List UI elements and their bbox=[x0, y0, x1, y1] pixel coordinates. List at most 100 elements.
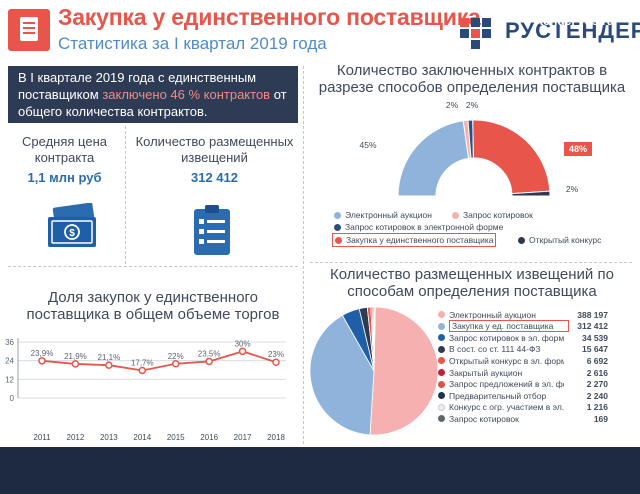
legend-value: 1 216 bbox=[586, 402, 608, 413]
slice-label: 2% bbox=[446, 100, 459, 110]
contracts-donut-chart: 45% 2% 2% 48% 2% bbox=[359, 100, 592, 197]
data-point bbox=[138, 366, 147, 375]
legend-item: Закрытый аукцион 2 616 bbox=[438, 367, 608, 378]
legend-label: Конкурс с огр. участием в эл. форме bbox=[449, 402, 564, 413]
legend-swatch bbox=[438, 403, 445, 411]
legend-swatch bbox=[334, 223, 341, 231]
callout-highlight: заключено 46 % контрактов bbox=[102, 87, 271, 102]
legend-swatch bbox=[452, 211, 459, 219]
slice-label: 2% bbox=[566, 184, 579, 194]
y-tick-label: 12 bbox=[5, 375, 14, 384]
pie-slice bbox=[373, 306, 376, 372]
legend-item-highlighted: Закупка у ед. поставщика 312 412 bbox=[438, 320, 608, 333]
legend-label: Электронный аукцион bbox=[449, 309, 536, 320]
x-tick-label: 2018 bbox=[267, 433, 285, 442]
legend-label: Запрос котировок в электронной форме bbox=[345, 222, 504, 232]
legend-item: Конкурс с огр. участием в эл. форме 1 216 bbox=[438, 402, 608, 413]
callout-text-2: от общего количества контрактов. bbox=[18, 87, 287, 119]
contracts-chart-title: Количество заключенных контрактов в разр… bbox=[318, 62, 626, 96]
notices-chart-title: Количество размещенных извещений по спос… bbox=[330, 266, 614, 300]
document-icon bbox=[8, 9, 50, 51]
data-label: 21,1% bbox=[98, 353, 121, 362]
legend-label: Электронный аукцион bbox=[345, 210, 432, 220]
legend-value: 34 539 bbox=[582, 332, 608, 343]
slice-label: 45% bbox=[359, 140, 376, 150]
legend-value: 15 647 bbox=[582, 344, 608, 355]
legend-label: Закрытый аукцион bbox=[449, 367, 523, 378]
slice-label: 48% bbox=[569, 144, 587, 154]
legend-item: Электронный аукцион bbox=[334, 210, 432, 220]
avg-price-label: Средняя цена контракта bbox=[22, 134, 107, 165]
legend-swatch bbox=[438, 415, 445, 423]
share-chart-title: Доля закупок у единственного поставщика … bbox=[26, 289, 280, 323]
data-label: 17,7% bbox=[131, 358, 154, 367]
x-tick-label: 2013 bbox=[100, 433, 118, 442]
legend-swatch bbox=[438, 392, 445, 400]
data-label: 23,9% bbox=[31, 349, 54, 358]
data-label: 23% bbox=[268, 350, 284, 359]
legend-swatch bbox=[438, 345, 445, 353]
summary-callout: В I квартале 2019 года с единственным по… bbox=[8, 66, 298, 123]
legend-value: 312 412 bbox=[577, 321, 608, 332]
x-tick-label: 2015 bbox=[167, 433, 185, 442]
page-title: Закупка у единственного поставщика bbox=[58, 4, 481, 30]
brand-logo-icon bbox=[460, 18, 491, 49]
legend-label: Закупка у единственного поставщика bbox=[346, 235, 494, 245]
avg-price-value: 1,1 млн руб bbox=[27, 170, 102, 185]
data-label: 22% bbox=[168, 352, 184, 361]
legend-item: Запрос котировок bbox=[452, 210, 533, 220]
data-point bbox=[205, 357, 213, 366]
legend-label: Открытый конкурс bbox=[529, 235, 602, 245]
pie-slice bbox=[310, 314, 375, 436]
legend-swatch bbox=[334, 211, 341, 219]
center-divider bbox=[303, 66, 304, 444]
legend-label: Закупка у ед. поставщика bbox=[449, 320, 569, 333]
data-label: 21,9% bbox=[64, 352, 87, 361]
legend-label: Запрос предложений в эл. форме bbox=[449, 379, 564, 390]
legend-item-highlighted: Закупка у единственного поставщика bbox=[332, 233, 497, 247]
series-line bbox=[41, 350, 277, 372]
legend-label: Предварительный отбор bbox=[449, 390, 547, 401]
x-tick-label: 2014 bbox=[133, 433, 151, 442]
legend-value: 169 bbox=[593, 413, 608, 424]
legend-value: 388 197 bbox=[577, 309, 608, 320]
legend-swatch bbox=[438, 334, 445, 342]
callout-text-1: В I квартале 2019 года с единственным по… bbox=[18, 70, 257, 102]
legend-label: Открытый конкурс в эл. форме bbox=[449, 355, 564, 366]
pie-slice bbox=[369, 306, 438, 436]
legend-value: 6 692 bbox=[586, 355, 608, 366]
notices-pie-chart bbox=[310, 306, 438, 436]
page-subtitle: Статистика за I квартал 2019 года bbox=[58, 34, 327, 53]
y-tick-label: 24 bbox=[5, 357, 14, 366]
money-icon: $ bbox=[48, 203, 96, 247]
right-section-divider bbox=[310, 262, 632, 263]
contracts-legend: Электронный аукцион Запрос котировок Зап… bbox=[310, 208, 632, 258]
donut-slice bbox=[397, 120, 470, 197]
legend-item: В сост. со ст. 111 44-ФЗ 15 647 bbox=[438, 344, 608, 355]
legend-label: Запрос котировок bbox=[449, 413, 519, 424]
slice-label: 2% bbox=[466, 100, 479, 110]
data-label: 30% bbox=[235, 339, 251, 348]
legend-swatch bbox=[438, 311, 445, 318]
left-section-divider bbox=[8, 266, 298, 267]
brand-name: РУСТЕНДЕР bbox=[505, 18, 640, 43]
legend-swatch bbox=[438, 380, 445, 388]
x-tick-label: 2012 bbox=[67, 433, 85, 442]
legend-label: Запрос котировок в эл. форме bbox=[449, 332, 564, 343]
data-point bbox=[38, 357, 46, 365]
legend-label: Запрос котировок bbox=[463, 210, 533, 220]
legend-value: 2 240 bbox=[586, 390, 608, 401]
legend-swatch bbox=[518, 236, 525, 244]
legend-swatch bbox=[335, 236, 342, 244]
legend-swatch bbox=[438, 369, 445, 376]
x-tick-label: 2016 bbox=[200, 433, 218, 442]
legend-item: Открытый конкурс bbox=[518, 235, 601, 245]
stats-divider bbox=[125, 126, 126, 264]
y-tick-label: 0 bbox=[10, 394, 15, 403]
donut-slice bbox=[472, 119, 551, 195]
y-tick-label: 36 bbox=[5, 338, 14, 347]
data-point bbox=[105, 361, 113, 369]
checklist-icon bbox=[194, 205, 230, 255]
legend-value: 2 616 bbox=[586, 367, 608, 378]
legend-item: Открытый конкурс в эл. форме 6 692 bbox=[438, 355, 608, 366]
